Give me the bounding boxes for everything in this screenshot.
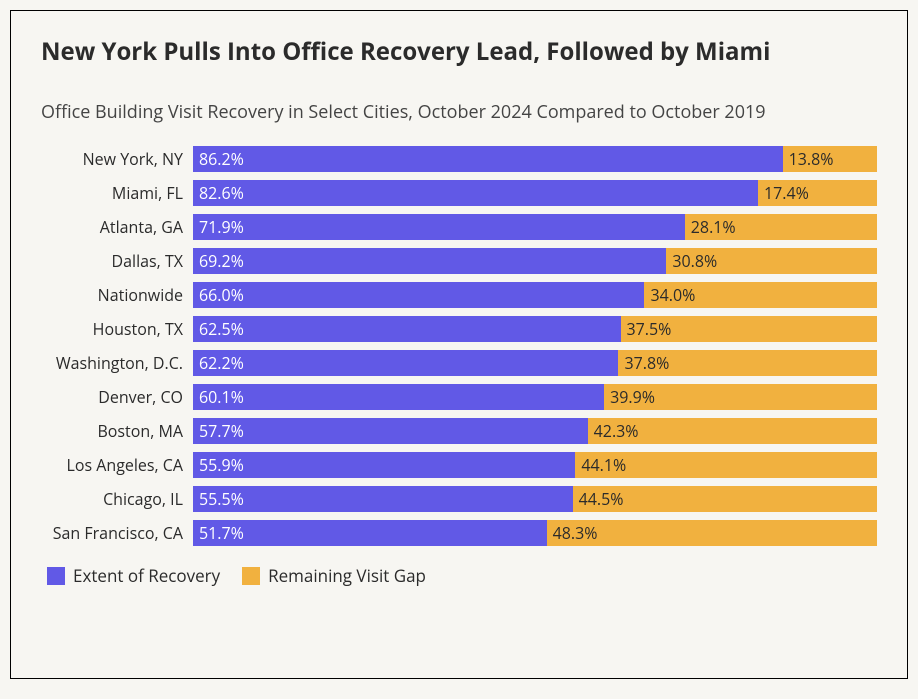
bar-segment-recovery: 51.7% — [193, 520, 547, 546]
bar-wrap: 55.9%44.1% — [193, 452, 877, 478]
category-label: Dallas, TX — [41, 250, 193, 272]
stacked-bar-chart: New York, NY86.2%13.8%Miami, FL82.6%17.4… — [41, 142, 877, 550]
bar-row: New York, NY86.2%13.8% — [41, 142, 877, 176]
bar-segment-recovery: 86.2% — [193, 146, 783, 172]
bar-segment-recovery: 82.6% — [193, 180, 758, 206]
bar-wrap: 82.6%17.4% — [193, 180, 877, 206]
bar-segment-gap: 44.5% — [573, 486, 877, 512]
category-label: Los Angeles, CA — [41, 454, 193, 476]
bar-segment-gap: 39.9% — [604, 384, 877, 410]
bar-wrap: 86.2%13.8% — [193, 146, 877, 172]
legend-item-gap: Remaining Visit Gap — [242, 564, 426, 587]
bar-wrap: 60.1%39.9% — [193, 384, 877, 410]
bar-wrap: 69.2%30.8% — [193, 248, 877, 274]
bar-row: Nationwide66.0%34.0% — [41, 278, 877, 312]
bar-row: Los Angeles, CA55.9%44.1% — [41, 448, 877, 482]
bar-row: Washington, D.C.62.2%37.8% — [41, 346, 877, 380]
bar-segment-recovery: 66.0% — [193, 282, 644, 308]
bar-segment-gap: 37.5% — [621, 316, 878, 342]
category-label: Nationwide — [41, 284, 193, 306]
legend-swatch-recovery — [47, 567, 65, 585]
bar-segment-gap: 42.3% — [588, 418, 877, 444]
bar-segment-gap: 28.1% — [685, 214, 877, 240]
bar-segment-recovery: 71.9% — [193, 214, 685, 240]
bar-wrap: 55.5%44.5% — [193, 486, 877, 512]
category-label: Washington, D.C. — [41, 352, 193, 374]
bar-segment-gap: 44.1% — [575, 452, 877, 478]
category-label: Denver, CO — [41, 386, 193, 408]
bar-segment-recovery: 55.9% — [193, 452, 575, 478]
bar-segment-recovery: 55.5% — [193, 486, 573, 512]
bar-segment-recovery: 57.7% — [193, 418, 588, 444]
bar-row: Houston, TX62.5%37.5% — [41, 312, 877, 346]
category-label: Chicago, IL — [41, 488, 193, 510]
bar-segment-gap: 30.8% — [666, 248, 877, 274]
bar-segment-gap: 34.0% — [644, 282, 877, 308]
bar-row: Denver, CO60.1%39.9% — [41, 380, 877, 414]
bar-wrap: 51.7%48.3% — [193, 520, 877, 546]
bar-segment-recovery: 60.1% — [193, 384, 604, 410]
bar-segment-recovery: 69.2% — [193, 248, 666, 274]
bar-segment-gap: 48.3% — [547, 520, 877, 546]
bar-wrap: 57.7%42.3% — [193, 418, 877, 444]
category-label: Boston, MA — [41, 420, 193, 442]
chart-frame: New York Pulls Into Office Recovery Lead… — [10, 10, 908, 679]
category-label: New York, NY — [41, 148, 193, 170]
bar-wrap: 62.2%37.8% — [193, 350, 877, 376]
bar-row: San Francisco, CA51.7%48.3% — [41, 516, 877, 550]
bar-segment-gap: 37.8% — [618, 350, 877, 376]
bar-segment-recovery: 62.5% — [193, 316, 621, 342]
legend-swatch-gap — [242, 567, 260, 585]
legend: Extent of Recovery Remaining Visit Gap — [47, 564, 877, 587]
bar-segment-gap: 13.8% — [783, 146, 877, 172]
bar-wrap: 62.5%37.5% — [193, 316, 877, 342]
category-label: Miami, FL — [41, 182, 193, 204]
bar-row: Boston, MA57.7%42.3% — [41, 414, 877, 448]
category-label: Houston, TX — [41, 318, 193, 340]
bar-row: Dallas, TX69.2%30.8% — [41, 244, 877, 278]
legend-label-recovery: Extent of Recovery — [73, 564, 220, 587]
category-label: Atlanta, GA — [41, 216, 193, 238]
bar-row: Atlanta, GA71.9%28.1% — [41, 210, 877, 244]
bar-wrap: 66.0%34.0% — [193, 282, 877, 308]
chart-subtitle: Office Building Visit Recovery in Select… — [41, 100, 877, 124]
bar-row: Miami, FL82.6%17.4% — [41, 176, 877, 210]
legend-label-gap: Remaining Visit Gap — [268, 564, 426, 587]
bar-row: Chicago, IL55.5%44.5% — [41, 482, 877, 516]
bar-wrap: 71.9%28.1% — [193, 214, 877, 240]
category-label: San Francisco, CA — [41, 522, 193, 544]
bar-segment-gap: 17.4% — [758, 180, 877, 206]
bar-segment-recovery: 62.2% — [193, 350, 618, 376]
chart-title: New York Pulls Into Office Recovery Lead… — [41, 35, 877, 68]
legend-item-recovery: Extent of Recovery — [47, 564, 220, 587]
